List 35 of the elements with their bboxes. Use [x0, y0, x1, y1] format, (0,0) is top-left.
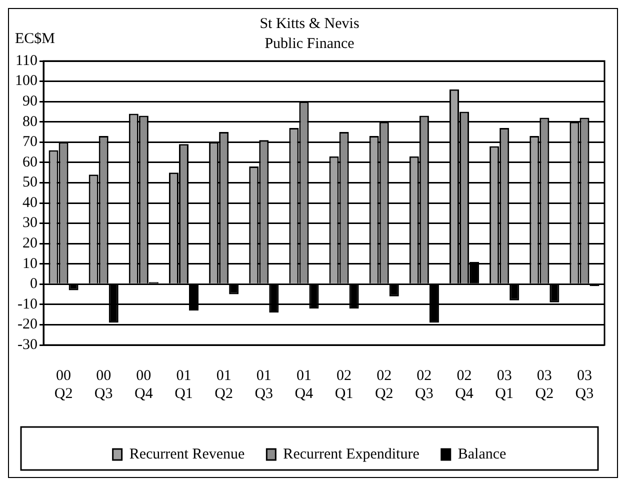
y-tick-label: 110	[16, 52, 38, 69]
y-tick-label: 90	[22, 94, 38, 110]
y-tick-label: 40	[22, 194, 38, 211]
legend-label: Balance	[458, 446, 507, 462]
x-tick-label: 00 Q2	[54, 368, 73, 402]
x-tick-label: 03 Q3	[575, 368, 594, 402]
y-axis-title: EC$M	[15, 31, 56, 48]
y-tick-label: 80	[22, 114, 38, 130]
chart-title: St Kitts & Nevis	[260, 16, 360, 32]
y-tick-label: 0	[30, 276, 38, 292]
legend-label: Recurrent Revenue	[129, 446, 246, 462]
x-tick-label: 03 Q2	[535, 368, 554, 402]
x-tick-label: 02 Q4	[455, 368, 474, 402]
x-tick-label: 01 Q3	[254, 368, 274, 402]
y-tick-label: 70	[22, 134, 38, 150]
x-tick-label: 00 Q4	[134, 368, 154, 402]
y-tick-label: 60	[22, 154, 38, 170]
y-tick-label: 10	[22, 256, 38, 272]
y-tick-label: -30	[18, 336, 38, 353]
x-tick-label: 02 Q3	[415, 368, 434, 402]
x-tick-label: 02 Q2	[374, 368, 394, 402]
x-tick-label: 02 Q1	[334, 368, 354, 402]
x-tick-label: 01 Q4	[294, 368, 314, 402]
y-tick-label: 30	[22, 215, 38, 232]
y-tick-label: 20	[22, 236, 38, 252]
x-tick-label: 00 Q3	[94, 368, 113, 402]
x-tick-label: 03 Q1	[495, 368, 514, 402]
x-tick-label: 01 Q2	[214, 368, 233, 402]
y-tick-label: 50	[22, 174, 38, 191]
y-tick-label: 100	[15, 73, 38, 90]
chart-subtitle: Public Finance	[264, 36, 355, 52]
x-tick-label: 01 Q1	[174, 368, 193, 402]
y-tick-label: -10	[18, 296, 38, 312]
legend-label: Recurrent Expenditure	[283, 446, 420, 462]
y-tick-label: -20	[18, 316, 38, 333]
